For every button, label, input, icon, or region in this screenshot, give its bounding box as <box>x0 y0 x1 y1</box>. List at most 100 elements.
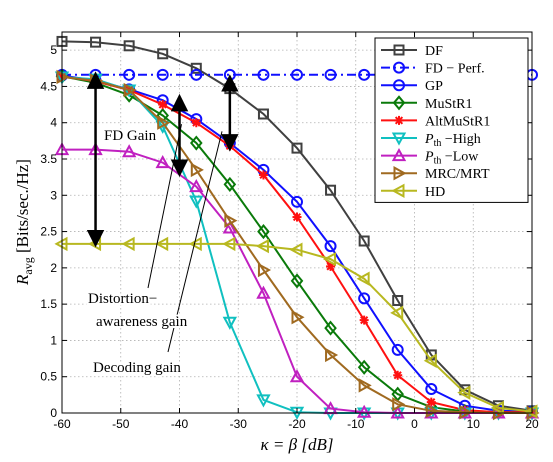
legend-label: HD <box>425 185 445 200</box>
legend-label-rest: −High <box>441 132 480 147</box>
y-tick-label: 2 <box>50 261 57 275</box>
legend-marker <box>393 61 405 74</box>
x-tick-label: -50 <box>112 417 130 431</box>
legend-marker <box>393 79 405 92</box>
data-point <box>393 370 403 380</box>
data-point <box>222 220 238 234</box>
data-point <box>121 144 137 158</box>
x-tick-label: 20 <box>525 417 539 431</box>
y-tick-label: 2.5 <box>40 225 57 239</box>
data-point <box>156 68 169 81</box>
data-point <box>358 68 371 81</box>
y-tick-label: 1 <box>50 333 57 347</box>
data-point <box>291 68 303 81</box>
legend-item: DF <box>381 44 443 59</box>
data-point <box>356 271 370 286</box>
series-line <box>61 40 533 412</box>
y-axis-label-unit: [Bits/sec./Hz] <box>13 159 32 257</box>
data-point <box>258 170 268 180</box>
data-point <box>391 343 404 356</box>
legend-item: Pth −Low <box>381 148 479 167</box>
data-point <box>255 238 269 254</box>
data-point <box>324 68 337 81</box>
data-point <box>257 68 270 81</box>
data-point <box>425 383 438 396</box>
data-point <box>189 179 204 193</box>
legend-label-sub: th <box>434 138 442 149</box>
data-point <box>256 394 271 408</box>
x-tick-label: -60 <box>53 417 71 431</box>
distortion-leader-line <box>147 124 182 289</box>
legend-label: Pth −High <box>424 132 481 149</box>
data-point <box>357 359 371 375</box>
data-point <box>90 36 102 48</box>
legend-label-rest: −Low <box>441 150 479 165</box>
y-tick-label: 0 <box>50 406 57 420</box>
data-point <box>155 155 170 169</box>
legend-item: AltMuStR1 <box>381 114 490 129</box>
data-point <box>191 118 201 128</box>
data-point <box>459 405 473 420</box>
data-point <box>325 184 337 196</box>
axis-labels: κ = β [dB] Ravg [Bits/sec./Hz] <box>13 159 333 454</box>
series-line <box>61 76 532 414</box>
data-point <box>457 385 471 400</box>
data-point <box>190 135 203 151</box>
series-line <box>61 74 533 413</box>
x-tick-label: 10 <box>467 417 481 431</box>
data-point <box>123 68 136 81</box>
data-point <box>224 213 238 228</box>
y-axis-label-main: R <box>13 274 32 286</box>
data-point <box>289 369 305 383</box>
legend-item: Pth −High <box>381 132 481 149</box>
legend-label-sub: th <box>434 156 442 167</box>
decoding-leader-line <box>167 131 223 353</box>
series-7 <box>56 69 540 421</box>
y-tick-label: 4 <box>50 116 57 130</box>
legend-marker <box>394 115 404 125</box>
y-tick-label: 5 <box>50 43 57 57</box>
distortion-label-line2: awareness gain <box>96 314 188 330</box>
data-point <box>291 195 303 208</box>
data-point <box>392 397 406 412</box>
legend-label-main: P <box>424 132 434 147</box>
data-point <box>157 115 171 130</box>
data-point <box>292 212 302 222</box>
x-tick-label: -40 <box>171 417 189 431</box>
y-tick-label: 1.5 <box>40 297 57 311</box>
distortion-label-line1: Distortion− <box>88 291 157 307</box>
data-point <box>291 310 305 325</box>
legend-item: GP <box>381 79 443 94</box>
data-point <box>390 305 404 321</box>
data-point <box>123 40 135 52</box>
data-point <box>222 236 236 252</box>
legend-label: GP <box>425 79 443 94</box>
y-tick-label: 3.5 <box>40 152 57 166</box>
data-point <box>356 404 372 418</box>
y-tick-label: 3 <box>50 188 57 202</box>
data-point <box>358 292 371 305</box>
data-point <box>257 108 269 120</box>
data-point <box>425 403 439 419</box>
data-point <box>190 162 204 178</box>
x-tick-label: -10 <box>347 417 365 431</box>
legend-marker <box>391 148 407 162</box>
legend-marker <box>393 166 407 181</box>
series-line <box>62 242 533 413</box>
data-point <box>158 100 168 110</box>
data-point <box>190 68 203 81</box>
legend-label-main: P <box>424 150 434 165</box>
data-point <box>223 176 237 192</box>
data-point <box>322 251 337 267</box>
annotation-group: FD Gain Distortion− awareness gain Decoding… <box>86 71 239 378</box>
data-point <box>426 397 436 407</box>
data-point <box>123 82 137 98</box>
y-axis-label: Ravg [Bits/sec./Hz] <box>13 159 35 286</box>
data-point <box>358 378 372 393</box>
data-point <box>289 242 303 257</box>
legend-label: AltMuStR1 <box>425 114 490 129</box>
x-tick-label: -30 <box>230 417 248 431</box>
data-point <box>222 316 238 330</box>
